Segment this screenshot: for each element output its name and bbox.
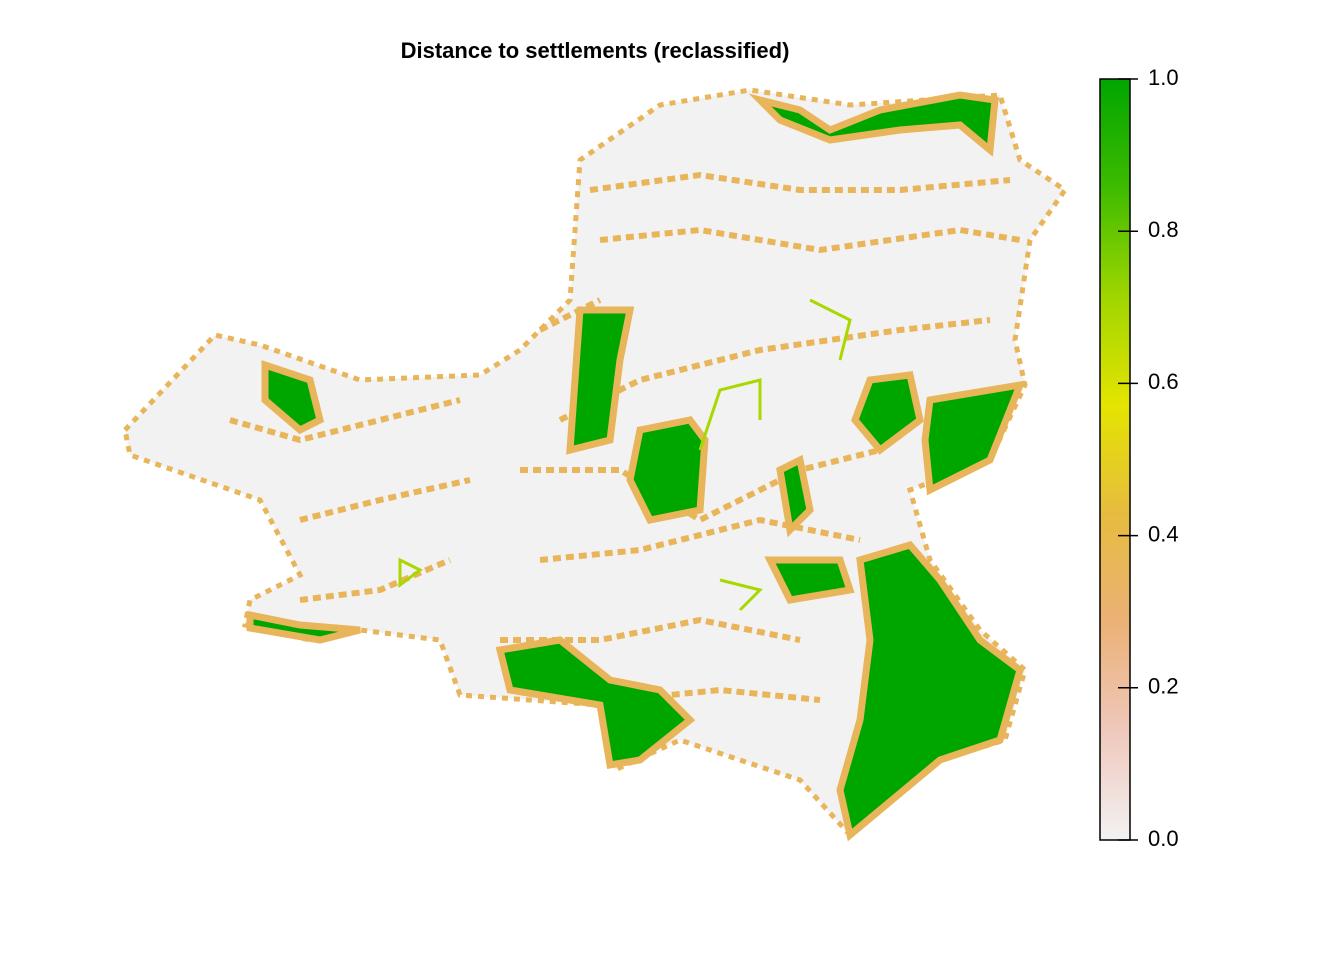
far-zone — [764, 556, 855, 604]
far-zone — [776, 454, 814, 538]
far-zone — [626, 416, 709, 524]
legend-tick-label: 1.0 — [1148, 65, 1179, 90]
far-zone — [246, 610, 361, 644]
far-zone — [748, 91, 999, 157]
legend-tick-label: 0.8 — [1148, 217, 1179, 242]
raster-map — [122, 87, 1069, 842]
legend-tick-label: 0.4 — [1148, 521, 1179, 546]
far-zone — [495, 636, 696, 770]
buffer-zone — [229, 171, 1021, 703]
legend: 0.0 0.2 0.4 0.6 0.8 1.0 — [1099, 65, 1179, 851]
legend-tick-label: 0.6 — [1148, 369, 1179, 394]
far-zone — [836, 540, 1025, 842]
far-zone — [566, 306, 635, 455]
color-bar — [1099, 78, 1131, 841]
legend-tick-label: 0.2 — [1148, 674, 1179, 699]
transition-zone — [398, 298, 852, 612]
far-zone — [921, 380, 1026, 496]
legend-tick-label: 0.0 — [1148, 826, 1179, 851]
far-zone — [851, 371, 924, 455]
map-title: Distance to settlements (reclassified) — [401, 38, 790, 63]
far-zone — [261, 360, 325, 435]
